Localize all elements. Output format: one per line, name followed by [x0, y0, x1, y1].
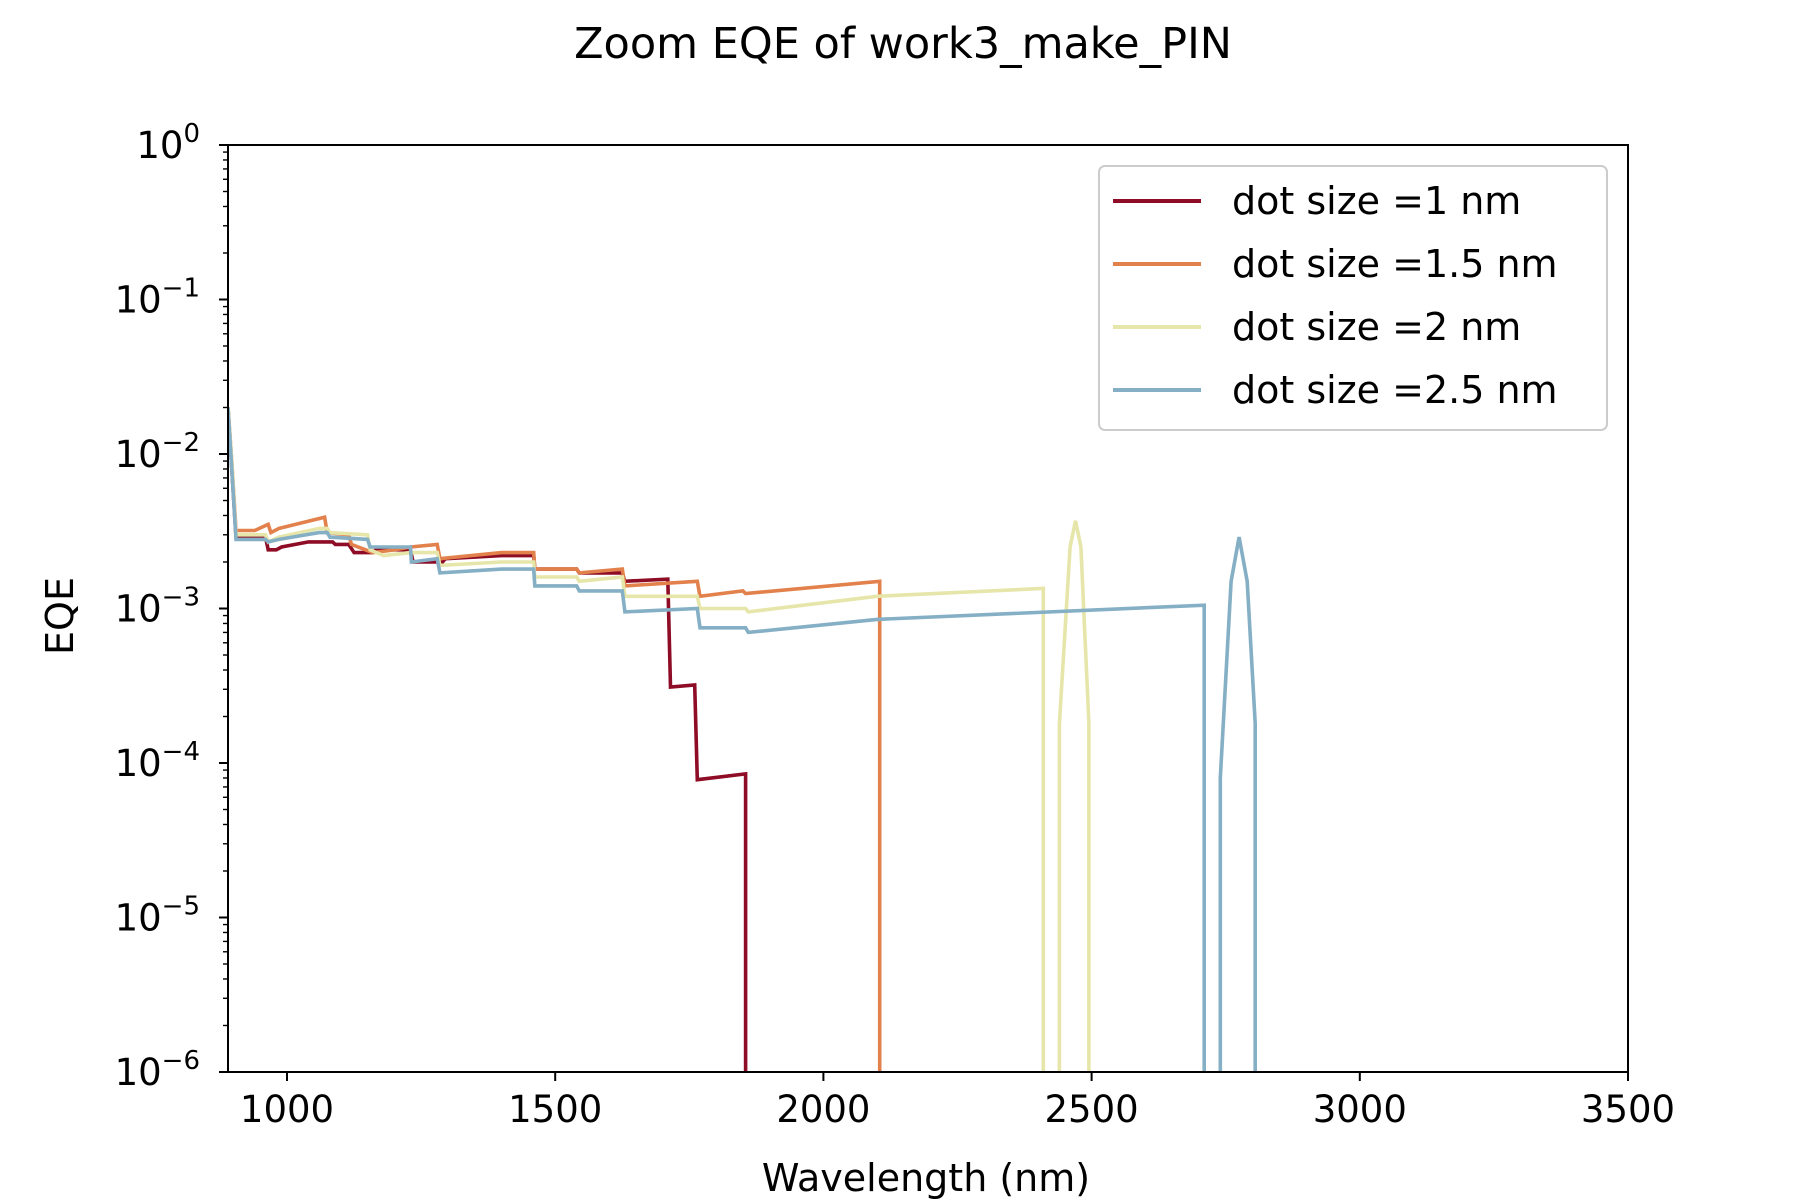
legend-frame — [1098, 165, 1608, 431]
series-line-1 — [228, 407, 748, 1072]
y-tick-label: 10−5 — [115, 892, 200, 940]
x-tick-label: 1500 — [508, 1088, 602, 1131]
x-axis-label: Wavelength (nm) — [762, 1156, 1090, 1200]
chart-title: Zoom EQE of work3_make_PIN — [574, 19, 1232, 69]
x-tick-label: 3000 — [1313, 1088, 1407, 1131]
y-tick-label: 10−6 — [115, 1046, 200, 1094]
y-tick-label: 100 — [136, 119, 200, 167]
legend-label-1: dot size =1 nm — [1232, 179, 1521, 223]
series-line-4 — [228, 407, 1257, 1072]
legend: dot size =1 nm dot size =1.5 nm dot size =… — [1098, 165, 1608, 431]
series-lines — [228, 407, 1257, 1072]
y-tick-label: 10−2 — [115, 428, 200, 476]
plot-area: 1000 1500 2000 2500 3000 3500 10−6 10−5 10−4 10−3… — [115, 119, 1676, 1131]
y-tick-label: 10−4 — [115, 737, 200, 785]
y-axis-label: EQE — [38, 577, 82, 655]
y-tick-label: 10−1 — [115, 274, 200, 322]
x-tick-label: 2000 — [776, 1088, 870, 1131]
y-tick-label: 10−3 — [115, 583, 200, 631]
legend-label-2: dot size =1.5 nm — [1232, 242, 1558, 286]
x-tick-label: 2500 — [1045, 1088, 1139, 1131]
series-line-2 — [228, 407, 882, 1072]
x-tick-label: 3500 — [1581, 1088, 1675, 1131]
x-tick-label: 1000 — [240, 1088, 334, 1131]
legend-label-4: dot size =2.5 nm — [1232, 368, 1558, 412]
legend-label-3: dot size =2 nm — [1232, 305, 1521, 349]
series-line-3 — [228, 407, 1091, 1072]
